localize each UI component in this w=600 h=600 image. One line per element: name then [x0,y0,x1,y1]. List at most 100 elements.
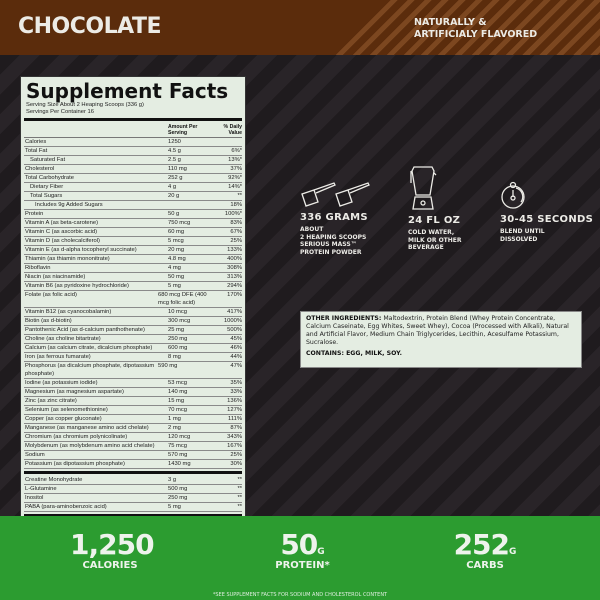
direction-line: 2 HEAPING SCOOPS [300,233,367,241]
nutrient-name: Protein [25,211,44,217]
facts-row: Choline (as choline bitartrate) 250 mg 45% [24,335,242,344]
nutrient-amount: 120 mcg [168,434,191,440]
facts-row: Vitamin C (as ascorbic acid) 60 mg 67% [24,228,242,237]
divider [24,137,242,138]
facts-row: Manganese (as manganese amino acid chela… [24,424,242,433]
divider [24,514,242,517]
ingredients-label: OTHER INGREDIENTS: [306,315,382,322]
nutrient-name: Chromium (as chromium polynicolinate) [25,434,128,440]
nutrient-dv: 13%* [228,157,242,163]
nutrient-amount: 252 g [168,175,183,181]
nutrient-name: Creatine Monohydrate [25,477,83,483]
facts-row: Calcium (as calcium citrate, dicalcium p… [24,344,242,353]
nutrient-dv: 92%* [228,175,242,181]
nutrient-dv: 343% [227,434,242,440]
disclaimer: *SEE SUPPLEMENT FACTS FOR SODIUM AND CHO… [212,592,388,598]
nutrient-dv: 111% [228,416,242,422]
facts-row: Pantothenic Acid (as d-calcium panthothe… [24,326,242,335]
nutrient-name: Magnesium (as magnesium aspartate) [25,389,124,395]
facts-row: Biotin (as d-biotin) 300 mcg 1000% [24,317,242,326]
nutrient-name: Vitamin E (as d-alpha tocopheryl succina… [25,247,137,253]
nutrient-amount: 5 mcg [168,238,184,244]
nutrient-amount: 1430 mg [168,461,191,467]
nutrient-amount: 750 mcg [168,220,191,226]
nutrient-name: Molybdenum (as molybdenum amino acid che… [25,443,155,449]
nutrient-dv: 18% [230,202,242,208]
nutrient-amount: 53 mcg [168,380,188,386]
nutrient-amount: 2.5 g [168,157,181,163]
facts-row: Copper (as copper gluconate) 1 mg 111% [24,415,242,424]
facts-row: Calories 1250 [24,138,242,147]
ingredients-list: Maltodextrin, Protein Blend (Whey Protei… [306,315,569,346]
nutrient-name: Choline (as choline bitartrate) [25,336,101,342]
nutrient-dv: 6%* [231,148,242,154]
nutrient-amount: 3 g [168,477,177,483]
stat-unit: G [317,547,325,557]
flavor-note-line: ARTIFICIALY FLAVORED [414,29,538,40]
nutrient-name: PABA (para-aminobenzoic acid) [25,504,107,510]
other-rows: Creatine Monohydrate 3 g ** L-Glutamine 500 … [24,476,242,512]
nutrient-dv: 400% [227,256,242,262]
serving-size: Serving Size About 2 Heaping Scoops (336… [26,102,144,108]
facts-row: L-Glutamine 500 mg ** [24,485,242,494]
flavor-header: CHOCOLATE NATURALLY & ARTIFICIALY FLAVOR… [0,0,600,55]
facts-row: Folate (as folic acid) 680 mcg DFE (400 m… [24,291,242,308]
nutrient-dv: 313% [227,274,242,280]
stat-label: CALORIES [82,560,138,571]
nutrient-dv: 47% [230,363,242,369]
nutrient-dv: 1000% [223,318,242,324]
nutrient-dv: 46% [230,345,242,351]
nutrient-amount: 4 mg [168,265,181,271]
direction-text: BLEND UNTIL DISSOLVED [500,228,593,243]
nutrient-dv: 44% [230,354,242,360]
facts-row: Iodine (as potassium iodide) 53 mcg 35% [24,379,242,388]
nutrient-name: Iodine (as potassium iodide) [25,380,98,386]
nutrient-amount: 15 mg [168,398,185,404]
nutrient-amount: 500 mg [168,486,188,492]
stat-value: 252 [453,528,510,561]
nutrient-dv: ** [237,193,242,199]
nutrient-dv: ** [237,486,242,492]
nutrient-name: Zinc (as zinc citrate) [25,398,77,404]
nutrient-dv: 308% [227,265,242,271]
facts-row: Cholesterol 110 mg 37% [24,165,242,174]
nutrient-name: L-Glutamine [25,486,57,492]
nutrient-name: Vitamin C (as ascorbic acid) [25,229,98,235]
direction-title: 30-45 SECONDS [500,214,594,225]
nutrient-name: Vitamin B12 (as cyanocobalamin) [25,309,112,315]
nutrient-amount: 250 mg [168,336,188,342]
facts-row: Molybdenum (as molybdenum amino acid che… [24,442,242,451]
nutrient-name: Potassium (as dipotassium phosphate) [25,461,125,467]
ingredients-box: OTHER INGREDIENTS: Maltodextrin, Protein… [300,311,582,368]
nutrient-amount: 60 mg [168,229,185,235]
nutrient-dv: 35% [230,380,242,386]
flavor-note: NATURALLY & ARTIFICIALY FLAVORED [414,17,537,41]
flavor-name: CHOCOLATE [18,14,161,39]
nutrient-amount: 300 mcg [168,318,191,324]
nutrient-amount: 570 mg [168,452,188,458]
nutrient-amount: 10 mcg [168,309,188,315]
nutrient-dv: 127% [227,407,242,413]
nutrient-name: Saturated Fat [30,157,66,163]
direction-title: 24 FL OZ [408,215,461,226]
facts-row: Total Fat 4.5 g 6%* [24,147,242,156]
facts-row: Thiamin (as thiamin mononitrate) 4.8 mg 40… [24,255,242,264]
nutrient-name: Total Sugars [30,193,63,199]
nutrient-amount: 4.8 mg [168,256,186,262]
amount-header: Amount Per Serving [168,124,198,136]
nutrient-amount: 50 mg [168,274,185,280]
nutrient-amount: 70 mcg [168,407,188,413]
facts-row: Dietary Fiber 4 g 14%* [24,183,242,192]
stat-value: 50 [280,528,318,561]
direction-timer: 30-45 SECONDS BLEND UNTIL DISSOLVED [500,180,593,243]
nutrient-amount: 2 mg [168,425,181,431]
nutrient-name: Sodium [25,452,45,458]
nutrient-name: Vitamin D (as cholecalciferol) [25,238,100,244]
nutrient-name: Calcium (as calcium citrate, dicalcium p… [25,345,153,351]
direction-line: ABOUT [300,226,324,233]
nutrient-amount: 50 g [168,211,180,217]
facts-row: Protein 50 g 100%* [24,210,242,219]
nutrient-dv: 25% [230,452,242,458]
facts-row: Riboflavin 4 mg 308% [24,264,242,273]
nutrient-amount: 600 mg [168,345,188,351]
